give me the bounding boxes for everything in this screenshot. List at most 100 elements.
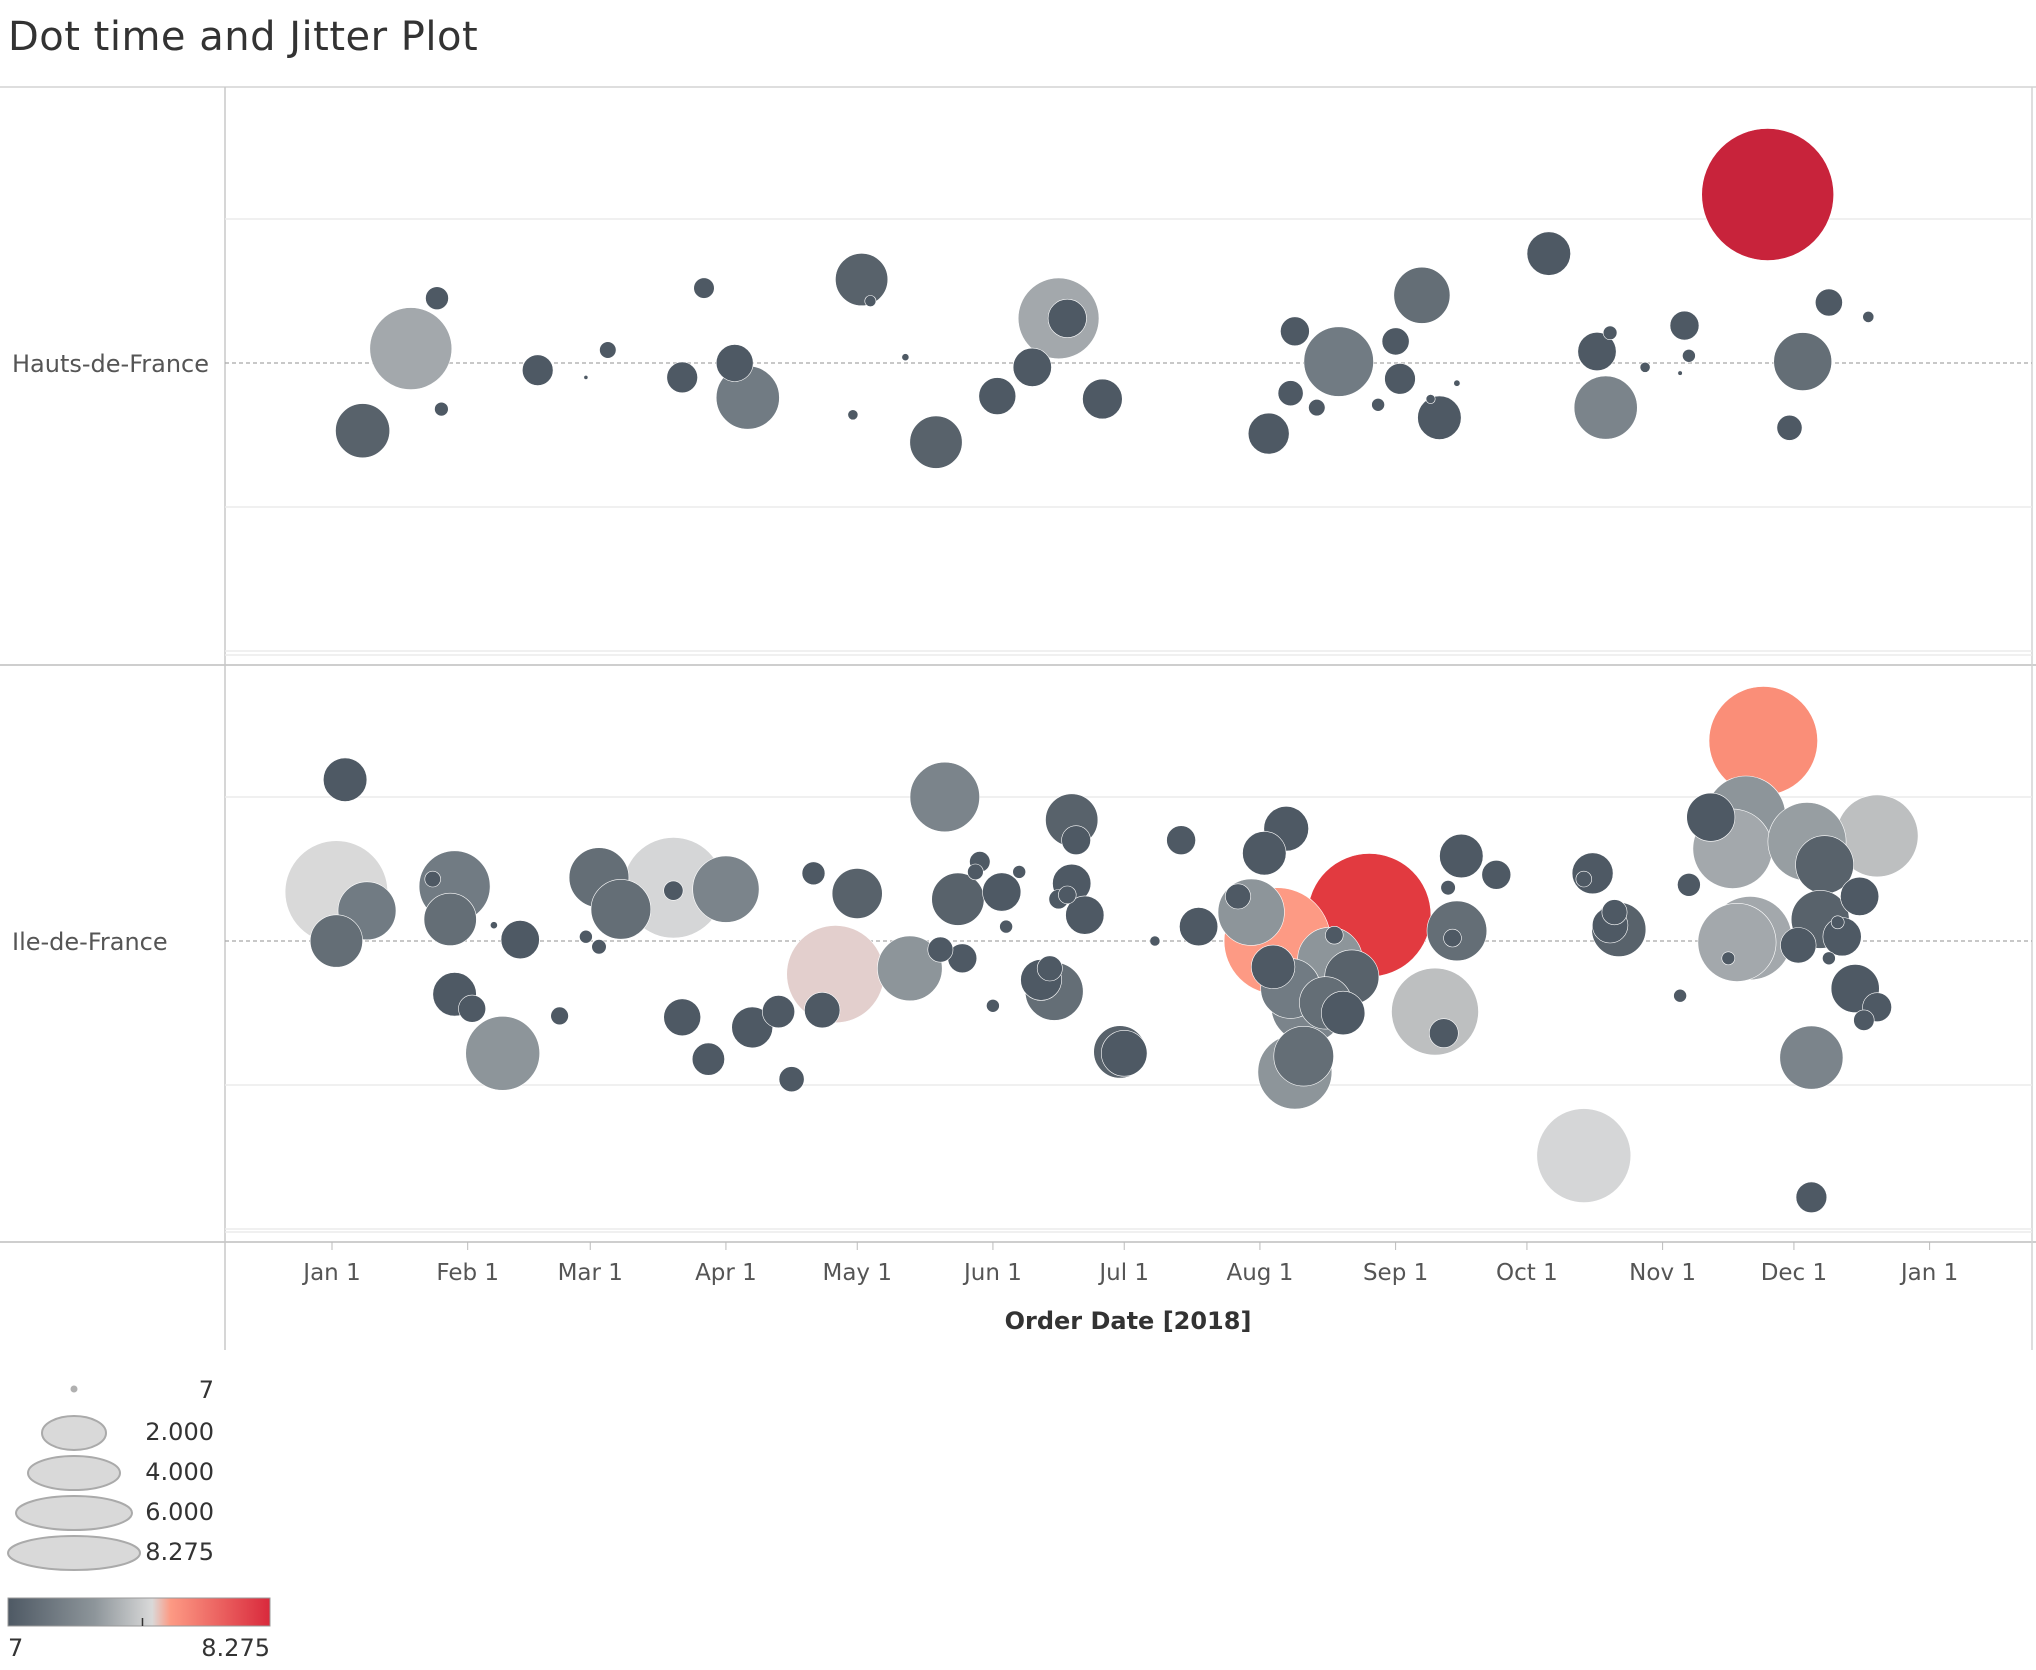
data-point xyxy=(1058,885,1077,905)
data-point xyxy=(1439,833,1484,879)
color-legend-min-label: 7 xyxy=(8,1634,23,1662)
x-tick-label: May 1 xyxy=(822,1260,892,1286)
x-tick-label: Jul 1 xyxy=(1097,1260,1149,1286)
data-point xyxy=(1639,361,1651,373)
data-point xyxy=(877,935,943,1002)
data-point xyxy=(1443,928,1462,948)
data-point xyxy=(1065,895,1105,935)
size-legend-label: 8.275 xyxy=(145,1538,214,1566)
data-point xyxy=(901,353,910,362)
data-point xyxy=(978,377,1017,415)
size-legend-label: 4.000 xyxy=(145,1458,214,1486)
data-point xyxy=(1247,412,1290,455)
size-legend-label: 7 xyxy=(199,1376,214,1404)
data-point xyxy=(1325,925,1344,945)
data-point xyxy=(500,920,540,960)
data-point xyxy=(663,998,702,1037)
data-point xyxy=(1250,944,1296,990)
data-point xyxy=(666,361,698,394)
data-point xyxy=(835,253,889,307)
data-point xyxy=(425,286,449,311)
data-point xyxy=(1536,1108,1632,1203)
series-0 xyxy=(335,128,1875,469)
data-point xyxy=(931,872,985,926)
data-point xyxy=(1701,128,1834,261)
x-tick-label: Jun 1 xyxy=(962,1260,1022,1286)
data-point xyxy=(1708,686,1818,796)
data-point xyxy=(1036,955,1063,982)
data-point xyxy=(1384,363,1416,395)
data-point xyxy=(1815,288,1843,317)
data-point xyxy=(1840,876,1880,916)
size-legend-mark xyxy=(15,1495,133,1531)
data-point xyxy=(1277,380,1304,407)
data-point xyxy=(1862,310,1875,323)
row-label-1: Ile-de-France xyxy=(12,928,168,956)
size-legend-mark xyxy=(70,1385,78,1393)
data-point xyxy=(1440,880,1456,896)
x-tick-label: Jan 1 xyxy=(1899,1260,1958,1286)
data-point xyxy=(1481,859,1512,890)
x-tick-label: Jan 1 xyxy=(301,1260,360,1286)
data-point xyxy=(1273,1025,1334,1087)
data-point xyxy=(909,415,963,469)
x-tick-label: Oct 1 xyxy=(1496,1260,1558,1286)
data-point xyxy=(424,870,441,888)
data-point xyxy=(778,1066,805,1093)
color-legend-max-label: 8.275 xyxy=(201,1634,270,1662)
data-point xyxy=(583,374,589,380)
data-point xyxy=(986,998,1000,1013)
data-point xyxy=(831,868,883,919)
data-point xyxy=(1822,951,1836,966)
data-point xyxy=(1721,951,1736,966)
color-legend: 7 8.275 xyxy=(7,1597,271,1662)
data-point xyxy=(1179,907,1219,947)
data-point xyxy=(1100,1030,1148,1077)
data-point xyxy=(1779,1025,1844,1090)
data-point xyxy=(1773,332,1832,391)
data-point xyxy=(1012,347,1052,387)
data-point xyxy=(691,1042,725,1076)
data-point xyxy=(1166,825,1196,856)
data-point xyxy=(1795,1181,1828,1214)
size-legend-label: 6.000 xyxy=(145,1498,214,1526)
data-point xyxy=(1417,395,1462,440)
data-point xyxy=(715,344,754,382)
data-point xyxy=(579,929,593,944)
data-point xyxy=(692,855,760,923)
data-point xyxy=(1393,266,1451,324)
row-label-0: Hauts-de-France xyxy=(12,350,209,378)
x-tick-label: Mar 1 xyxy=(558,1260,623,1286)
data-point xyxy=(1225,883,1251,910)
data-point xyxy=(1780,927,1817,964)
color-legend-bar xyxy=(7,1597,271,1627)
data-point xyxy=(693,277,715,299)
data-point xyxy=(309,914,363,968)
data-point xyxy=(1577,331,1617,371)
x-axis-title: Order Date [2018] xyxy=(1005,1307,1252,1335)
data-point xyxy=(1601,899,1628,926)
data-point xyxy=(1303,326,1374,397)
size-legend-mark xyxy=(27,1455,121,1491)
data-point xyxy=(1429,1018,1459,1048)
data-point xyxy=(1776,414,1803,441)
data-point xyxy=(1371,397,1385,412)
size-legend-mark xyxy=(7,1535,141,1571)
data-point xyxy=(1697,903,1777,982)
data-point xyxy=(1381,327,1410,356)
data-point xyxy=(967,863,984,881)
data-point xyxy=(1526,231,1571,276)
data-point xyxy=(1280,316,1310,347)
data-point xyxy=(335,403,391,459)
data-point xyxy=(323,757,368,802)
size-legend-label: 2.000 xyxy=(145,1418,214,1446)
data-point xyxy=(982,872,1022,912)
x-tick-label: Nov 1 xyxy=(1629,1260,1696,1286)
x-axis: Jan 1 Feb 1 Mar 1 Apr 1 May 1 Jun 1 Jul 1 Aug 1… xyxy=(301,1242,1958,1286)
chart-title: Dot time and Jitter Plot xyxy=(8,14,479,60)
data-point xyxy=(801,861,826,886)
data-point xyxy=(731,1006,774,1049)
data-point xyxy=(1853,1009,1875,1031)
data-point xyxy=(465,1016,541,1091)
